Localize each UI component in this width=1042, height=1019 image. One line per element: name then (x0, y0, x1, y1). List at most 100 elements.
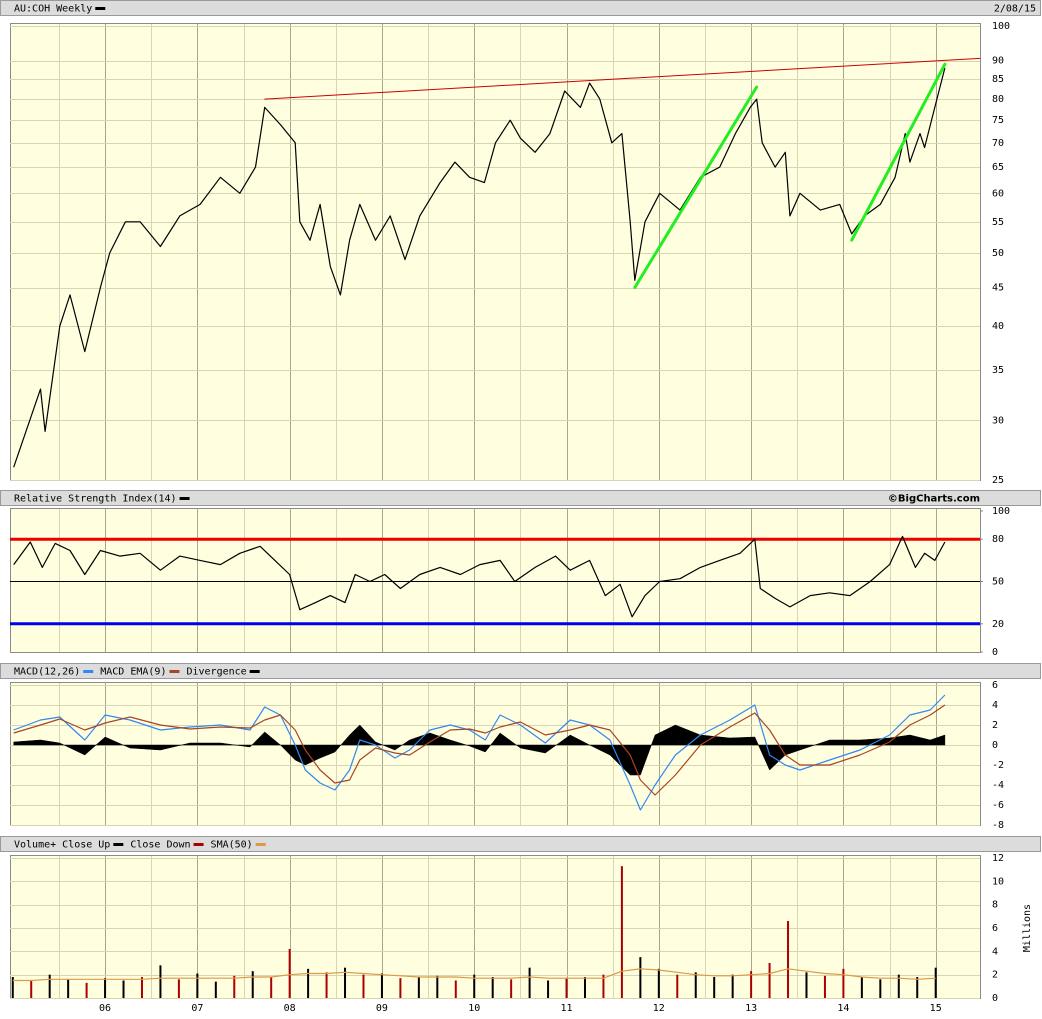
volume-bar (897, 974, 900, 998)
x-tick-label: 15 (930, 1003, 942, 1014)
legend-label: Divergence (186, 667, 246, 678)
volume-bar (288, 949, 291, 998)
y-tick-label: 65 (992, 162, 1004, 173)
volume-bar (916, 977, 919, 998)
y-tick-label: 100 (992, 506, 1010, 517)
volume-bar (750, 971, 753, 998)
y-tick-label: 0 (992, 993, 998, 1004)
volume-bar (122, 980, 125, 998)
y-axis-label: Millions (1022, 904, 1033, 952)
plot-area (10, 23, 981, 481)
trendline (633, 85, 759, 290)
panel-title: Volume+ (14, 840, 56, 851)
y-tick-label: 70 (992, 138, 1004, 149)
y-tick-label: 60 (992, 188, 1004, 199)
volume-bar (48, 974, 51, 998)
volume-bar (85, 982, 88, 998)
series-line (13, 704, 946, 796)
volume-bar (344, 967, 347, 998)
y-tick-label: 45 (992, 283, 1004, 294)
y-tick-label: 12 (992, 853, 1004, 864)
volume-bar (159, 965, 162, 998)
legend-swatch (193, 843, 204, 846)
y-tick-label: 55 (992, 217, 1004, 228)
volume-bar (694, 972, 697, 998)
y-tick-label: 25 (992, 475, 1004, 486)
panel-header (0, 0, 1041, 16)
volume-bar (860, 977, 863, 998)
volume-bar (11, 977, 14, 998)
volume-bar (602, 974, 605, 998)
volume-bar (251, 971, 254, 998)
volume-bar (417, 977, 420, 998)
y-tick-label: 6 (992, 923, 998, 934)
chart-date: 2/08/15 (994, 4, 1036, 15)
legend-swatch (179, 497, 190, 500)
volume-bar (67, 979, 70, 998)
volume-bar (934, 967, 937, 998)
y-tick-label: 40 (992, 321, 1004, 332)
volume-bar (436, 975, 439, 998)
panel-title: Relative Strength Index(14) (14, 494, 177, 505)
volume-bar (270, 977, 273, 998)
y-tick-label: 4 (992, 700, 998, 711)
x-tick-label: 13 (745, 1003, 757, 1014)
x-tick-label: 09 (376, 1003, 388, 1014)
x-tick-label: 12 (653, 1003, 665, 1014)
volume-bar (713, 977, 716, 998)
volume-bar (196, 973, 199, 998)
volume-bar (104, 978, 107, 998)
volume-bar (823, 975, 826, 998)
volume-bar (657, 968, 660, 998)
x-tick-label: 07 (191, 1003, 203, 1014)
series-line (12, 968, 936, 982)
y-tick-label: 0 (992, 647, 998, 658)
y-tick-label: -6 (992, 800, 1004, 811)
y-tick-label: 6 (992, 680, 998, 691)
chart-credit: ©BigCharts.com (888, 494, 980, 505)
volume-bar (639, 957, 642, 998)
volume-bar (547, 980, 550, 998)
volume-bar (676, 974, 679, 998)
y-tick-label: 85 (992, 74, 1004, 85)
legend-label: MACD(12,26) (14, 667, 80, 678)
x-tick-label: 10 (468, 1003, 480, 1014)
y-tick-label: 2 (992, 720, 998, 731)
y-tick-label: 2 (992, 970, 998, 981)
price-line (13, 535, 946, 618)
legend-label: Close Up (62, 840, 110, 851)
legend-swatch (249, 670, 260, 673)
y-tick-label: 50 (992, 577, 1004, 588)
volume-bar (565, 978, 568, 998)
volume-bar (380, 973, 383, 998)
y-tick-label: 80 (992, 94, 1004, 105)
series-line (13, 694, 946, 811)
volume-bar (731, 974, 734, 998)
volume-bar (454, 980, 457, 998)
y-tick-label: 10 (992, 876, 1004, 887)
volume-bar (307, 968, 310, 998)
legend-label: MACD EMA(9) (100, 667, 166, 678)
plot-area (10, 508, 981, 653)
volume-bar (842, 968, 845, 998)
y-tick-label: 80 (992, 534, 1004, 545)
x-tick-label: 14 (837, 1003, 849, 1014)
y-tick-label: -8 (992, 820, 1004, 831)
legend-swatch (169, 670, 180, 673)
volume-bar (583, 977, 586, 998)
y-tick-label: 4 (992, 946, 998, 957)
legend-swatch (255, 843, 266, 846)
x-tick-label: 06 (99, 1003, 111, 1014)
y-tick-label: 0 (992, 740, 998, 751)
volume-bar (473, 974, 476, 998)
volume-bar (30, 980, 33, 998)
plot-area (10, 855, 981, 999)
volume-bar (177, 979, 180, 998)
plot-area (10, 682, 981, 826)
legend-swatch (113, 843, 124, 846)
x-tick-label: 08 (284, 1003, 296, 1014)
legend-swatch (95, 7, 106, 10)
y-tick-label: 35 (992, 365, 1004, 376)
panel-header (0, 663, 1041, 679)
